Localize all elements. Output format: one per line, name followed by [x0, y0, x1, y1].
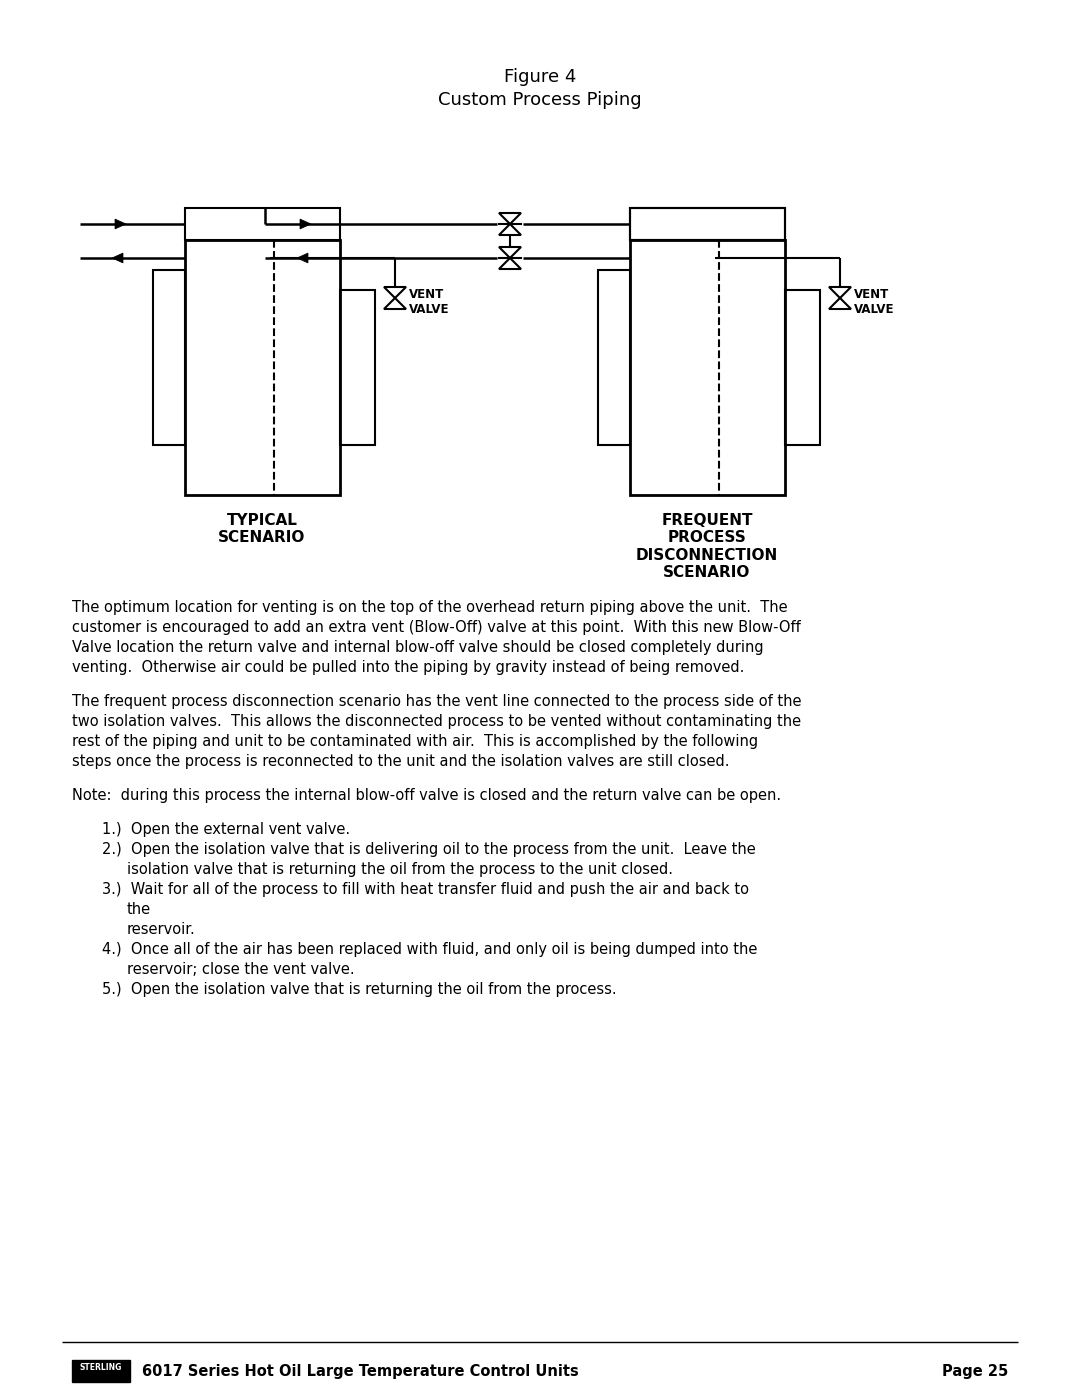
Text: Page 25: Page 25: [942, 1363, 1008, 1379]
Bar: [630, 240, 785, 495]
Text: reservoir; close the vent valve.: reservoir; close the vent valve.: [127, 963, 354, 977]
Text: Valve location the return valve and internal blow-off valve should be closed com: Valve location the return valve and inte…: [72, 640, 764, 655]
Text: customer is encouraged to add an extra vent (Blow-Off) valve at this point.  Wit: customer is encouraged to add an extra v…: [72, 620, 800, 636]
Bar: [598, 270, 630, 446]
Text: The frequent process disconnection scenario has the vent line connected to the p: The frequent process disconnection scena…: [72, 694, 801, 710]
Text: 3.)  Wait for all of the process to fill with heat transfer fluid and push the a: 3.) Wait for all of the process to fill …: [102, 882, 750, 897]
Bar: [630, 208, 785, 240]
Text: 5.)  Open the isolation valve that is returning the oil from the process.: 5.) Open the isolation valve that is ret…: [102, 982, 617, 997]
Text: 4.)  Once all of the air has been replaced with fluid, and only oil is being dum: 4.) Once all of the air has been replace…: [102, 942, 757, 957]
Text: 2.)  Open the isolation valve that is delivering oil to the process from the uni: 2.) Open the isolation valve that is del…: [102, 842, 756, 856]
Text: the: the: [127, 902, 151, 916]
Text: VENT
VALVE: VENT VALVE: [409, 288, 449, 316]
Bar: [153, 270, 185, 446]
Text: isolation valve that is returning the oil from the process to the unit closed.: isolation valve that is returning the oi…: [127, 862, 673, 877]
Polygon shape: [499, 224, 521, 235]
Text: two isolation valves.  This allows the disconnected process to be vented without: two isolation valves. This allows the di…: [72, 714, 801, 729]
Polygon shape: [300, 219, 311, 229]
Bar: [785, 291, 820, 446]
Text: VENT
VALVE: VENT VALVE: [854, 288, 894, 316]
Polygon shape: [384, 298, 406, 309]
Text: Custom Process Piping: Custom Process Piping: [438, 91, 642, 109]
Text: 1.)  Open the external vent valve.: 1.) Open the external vent valve.: [102, 821, 350, 837]
Bar: [185, 208, 340, 240]
Polygon shape: [829, 286, 851, 298]
Bar: [185, 240, 340, 495]
Text: TYPICAL
SCENARIO: TYPICAL SCENARIO: [218, 513, 306, 545]
Text: steps once the process is reconnected to the unit and the isolation valves are s: steps once the process is reconnected to…: [72, 754, 729, 768]
Polygon shape: [297, 253, 308, 263]
Text: Figure 4: Figure 4: [503, 68, 577, 87]
Text: Note:  during this process the internal blow-off valve is closed and the return : Note: during this process the internal b…: [72, 788, 781, 803]
Bar: [72, 1361, 130, 1382]
Polygon shape: [499, 247, 521, 258]
Text: FREQUENT
PROCESS
DISCONNECTION
SCENARIO: FREQUENT PROCESS DISCONNECTION SCENARIO: [636, 513, 778, 580]
Polygon shape: [384, 286, 406, 298]
Polygon shape: [499, 212, 521, 224]
Bar: [630, 208, 785, 240]
Text: STERLING: STERLING: [80, 1363, 122, 1372]
Polygon shape: [114, 219, 126, 229]
Text: venting.  Otherwise air could be pulled into the piping by gravity instead of be: venting. Otherwise air could be pulled i…: [72, 659, 744, 675]
Polygon shape: [499, 258, 521, 270]
Text: 6017 Series Hot Oil Large Temperature Control Units: 6017 Series Hot Oil Large Temperature Co…: [141, 1363, 579, 1379]
Text: reservoir.: reservoir.: [127, 922, 195, 937]
Bar: [340, 291, 375, 446]
Polygon shape: [829, 298, 851, 309]
Polygon shape: [112, 253, 123, 263]
Text: rest of the piping and unit to be contaminated with air.  This is accomplished b: rest of the piping and unit to be contam…: [72, 733, 758, 749]
Text: The optimum location for venting is on the top of the overhead return piping abo: The optimum location for venting is on t…: [72, 599, 787, 615]
